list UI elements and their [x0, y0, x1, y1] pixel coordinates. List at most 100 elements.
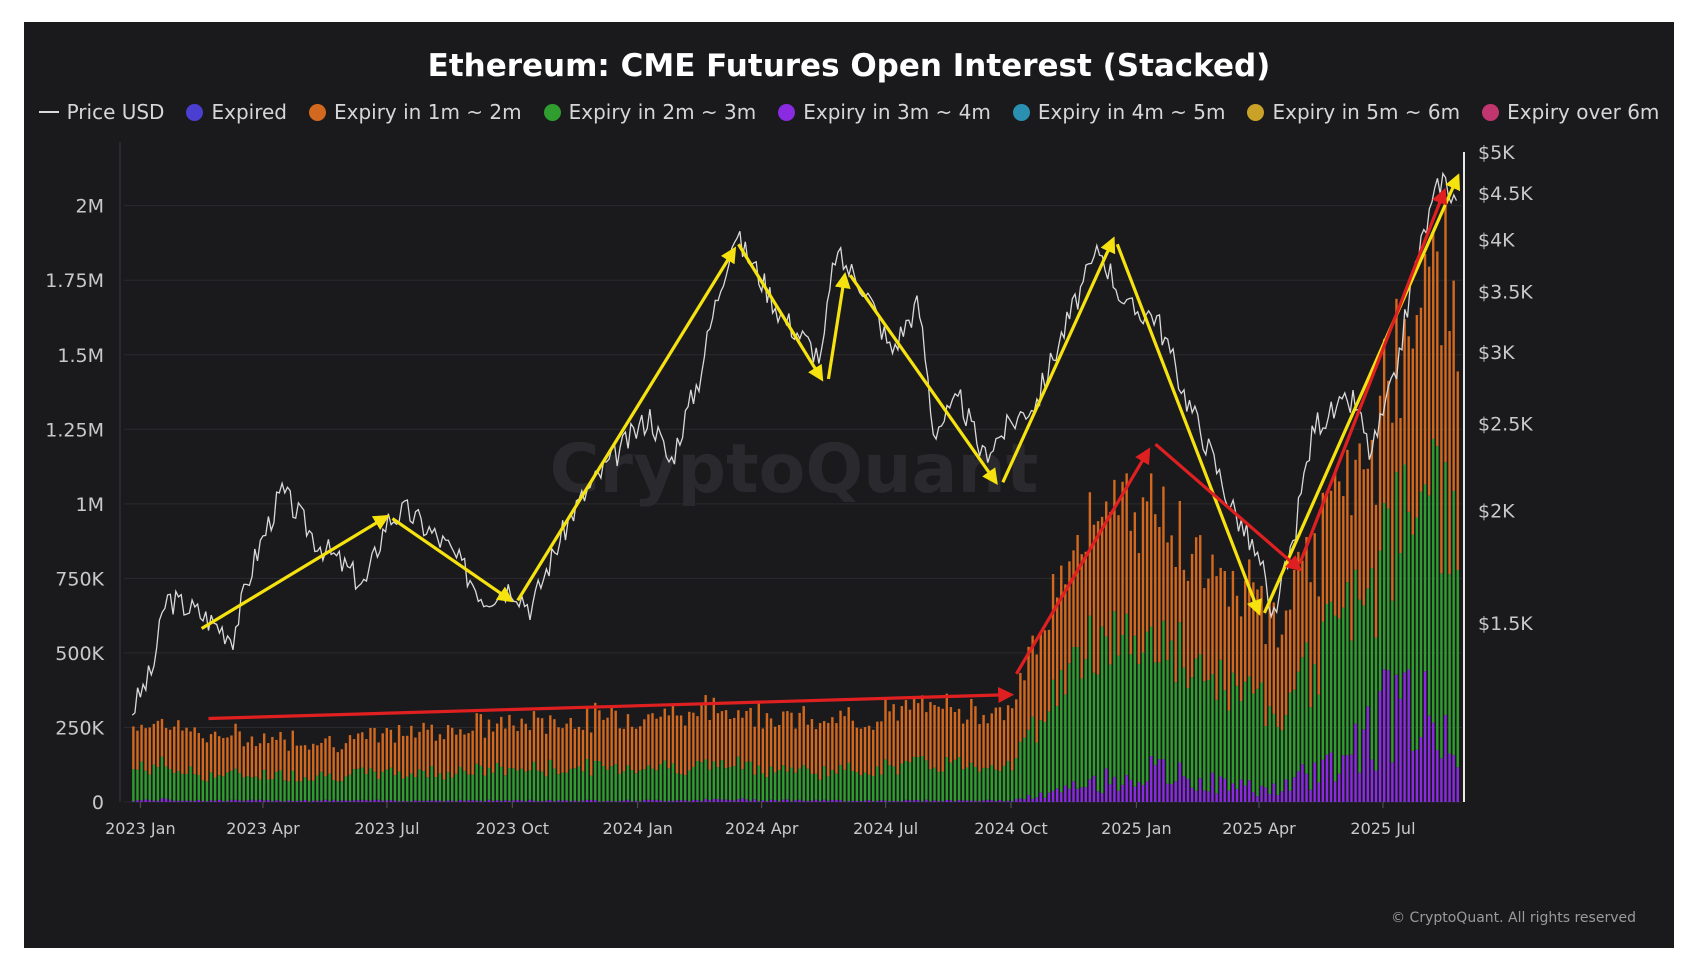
- oi-bar-segment: [418, 731, 421, 770]
- oi-bar-segment: [921, 801, 924, 802]
- oi-bar-segment: [1125, 775, 1128, 802]
- oi-bar-segment: [1301, 764, 1304, 802]
- oi-bar-segment: [258, 779, 262, 800]
- oi-bar-segment: [1129, 654, 1132, 780]
- annotation-arrow: [1115, 243, 1262, 616]
- y-right-tick-label: $3.5K: [1478, 282, 1533, 304]
- oi-bar-segment: [647, 765, 650, 800]
- oi-bar-segment: [152, 723, 156, 765]
- oi-bar-segment: [299, 800, 303, 802]
- oi-bar-segment: [1407, 336, 1410, 512]
- legend-item[interactable]: Expiry in 4m ~ 5m: [1012, 100, 1225, 124]
- oi-bar-segment: [1235, 788, 1239, 802]
- oi-bar-segment: [1178, 762, 1181, 802]
- oi-bar-segment: [1068, 663, 1071, 789]
- oi-bar-segment: [1407, 511, 1410, 670]
- oi-bar-segment: [475, 763, 478, 801]
- oi-bar-segment: [806, 800, 810, 802]
- oi-bar-segment: [949, 800, 953, 802]
- oi-bar-segment: [794, 800, 797, 802]
- oi-bar-segment: [827, 722, 830, 777]
- oi-bar-segment: [1141, 784, 1145, 802]
- oi-bar-segment: [961, 800, 965, 802]
- oi-bar-segment: [806, 724, 810, 769]
- oi-bar-segment: [1031, 716, 1034, 799]
- oi-bar-segment: [667, 715, 671, 769]
- oi-bar-segment: [1113, 611, 1116, 777]
- oi-bar-segment: [1276, 794, 1280, 802]
- oi-bar-segment: [406, 801, 409, 802]
- oi-bar-segment: [177, 800, 180, 802]
- y-right-tick-label: $1.5K: [1478, 613, 1533, 635]
- oi-bar-segment: [1382, 338, 1386, 504]
- oi-bar-segment: [1060, 792, 1063, 802]
- oi-bar-segment: [1260, 585, 1263, 683]
- x-tick-label: 2025 Jan: [1101, 819, 1171, 838]
- oi-bar-segment: [749, 800, 752, 802]
- oi-bar-segment: [933, 767, 936, 801]
- oi-bar-segment: [949, 707, 953, 763]
- oi-bar-segment: [1301, 657, 1304, 765]
- oi-bar-segment: [344, 776, 348, 801]
- oi-bar-segment: [925, 760, 928, 800]
- oi-bar-segment: [536, 801, 540, 802]
- x-tick-label: 2024 Apr: [725, 819, 799, 838]
- oi-bar-segment: [1011, 708, 1014, 771]
- oi-bar-segment: [1419, 307, 1423, 492]
- annotation-arrow: [737, 243, 824, 382]
- annotation-arrow: [391, 517, 514, 603]
- oi-bar-segment: [1391, 600, 1394, 763]
- oi-bar-segment: [1121, 481, 1124, 636]
- oi-bar-segment: [831, 769, 834, 800]
- legend-item[interactable]: Expiry over 6m: [1482, 100, 1659, 124]
- oi-bar-segment: [156, 767, 160, 801]
- legend-item[interactable]: Expired: [186, 100, 287, 124]
- oi-bar-segment: [822, 766, 826, 800]
- x-tick-label: 2025 Apr: [1222, 819, 1296, 838]
- oi-bar-segment: [1370, 439, 1374, 569]
- oi-bar-segment: [1129, 530, 1132, 655]
- legend-item[interactable]: Expiry in 1m ~ 2m: [308, 100, 522, 124]
- oi-bar-segment: [1076, 647, 1079, 789]
- oi-bar-segment: [1117, 655, 1120, 791]
- legend-item[interactable]: Price USD: [38, 100, 164, 124]
- oi-bar-segment: [765, 777, 769, 802]
- legend-item[interactable]: Expiry in 5m ~ 6m: [1247, 100, 1460, 124]
- oi-bar-segment: [663, 801, 666, 802]
- oi-bar-segment: [295, 781, 299, 801]
- oi-bar-segment: [455, 773, 458, 802]
- oi-bar-segment: [998, 707, 1002, 772]
- oi-bar-segment: [569, 768, 572, 802]
- oi-bar-segment: [835, 723, 838, 774]
- oi-bar-segment: [675, 773, 679, 801]
- chart-plot: 0 250K 500K 750K 1M 1.25M 1.5M 1.75M 2M $1.5K $2K $…: [45, 142, 1533, 838]
- oi-bar-segment: [332, 747, 335, 781]
- oi-bar-segment: [1423, 671, 1427, 802]
- oi-bar-segment: [218, 775, 221, 800]
- oi-bar-segment: [1080, 678, 1083, 788]
- oi-bar-segment: [328, 773, 331, 801]
- oi-bar-segment: [896, 774, 899, 802]
- chart-frame: Ethereum: CME Futures Open Interest (Sta…: [24, 22, 1674, 948]
- oi-bar-segment: [1068, 788, 1071, 802]
- oi-bar-segment: [606, 769, 609, 801]
- oi-bar-segment: [1370, 568, 1374, 760]
- oi-bar-segment: [1133, 635, 1137, 787]
- oi-bar-segment: [761, 773, 765, 801]
- legend-item[interactable]: Expiry in 2m ~ 3m: [543, 100, 756, 124]
- oi-bar-segment: [847, 801, 850, 802]
- oi-bar-segment: [222, 776, 225, 801]
- legend-item[interactable]: Expiry in 3m ~ 4m: [778, 100, 991, 124]
- oi-bar-segment: [1203, 588, 1206, 682]
- oi-bar-segment: [683, 725, 687, 776]
- oi-bar-segment: [1215, 699, 1218, 794]
- oi-bar-segment: [1248, 559, 1251, 677]
- oi-bar-segment: [859, 728, 863, 776]
- oi-bar-segment: [1060, 565, 1063, 671]
- oi-bar-segment: [426, 777, 429, 801]
- oi-bar-segment: [778, 724, 781, 770]
- oi-bar-segment: [855, 727, 859, 773]
- oi-bar-segment: [471, 730, 474, 775]
- oi-bar-segment: [659, 716, 662, 765]
- oi-bar-segment: [835, 799, 838, 802]
